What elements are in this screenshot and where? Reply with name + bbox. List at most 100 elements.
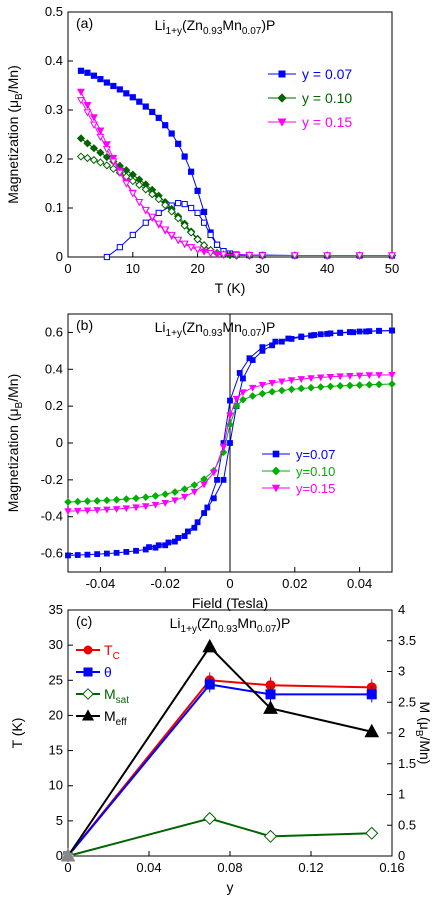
data-point	[168, 130, 175, 137]
data-point	[103, 506, 111, 514]
data-point	[141, 206, 150, 215]
panel-b: -0.04 -0.02 0 0.02 0.04 -0.6 -0.4 -0.2 0 0.2 0.4 0.…	[5, 313, 396, 611]
data-point	[202, 638, 218, 653]
data-point	[180, 485, 189, 493]
legend-label: TC	[104, 642, 120, 662]
data-point	[151, 501, 160, 509]
data-point	[263, 829, 278, 843]
data-point	[122, 495, 131, 503]
legend-marker	[277, 118, 287, 127]
y-tick-label: 15	[49, 743, 63, 758]
data-point	[73, 507, 82, 515]
data-point	[336, 382, 344, 390]
data-point	[190, 481, 199, 489]
data-point	[123, 90, 130, 97]
data-point	[316, 383, 325, 391]
y-tick-label: 20	[49, 707, 63, 722]
data-point	[194, 187, 201, 194]
data-point	[193, 235, 202, 244]
y-tick-label: 0.2	[45, 151, 63, 166]
data-point	[219, 251, 228, 259]
legend: y=0.07 y=0.10 y=0.15	[262, 447, 335, 496]
data-point	[148, 190, 157, 199]
data-point	[141, 493, 150, 502]
data-point	[214, 476, 220, 483]
data-point	[290, 252, 299, 260]
data-point	[226, 412, 234, 420]
data-point	[129, 231, 136, 239]
data-point	[278, 386, 286, 395]
data-point	[93, 497, 101, 505]
data-point	[84, 69, 91, 76]
legend-marker	[82, 688, 94, 700]
data-point	[287, 385, 296, 394]
y-tick-label: 0	[56, 435, 63, 450]
data-point	[350, 329, 357, 336]
series-line	[67, 645, 372, 857]
data-point	[146, 544, 152, 551]
y-axis-label: Magnetization (μB/Mn)	[5, 374, 25, 512]
data-point	[142, 503, 150, 511]
data-point	[129, 94, 136, 101]
x-tick-label: 0	[226, 576, 233, 591]
y-tick-label: 0.2	[45, 398, 63, 413]
data-point	[326, 373, 335, 381]
data-point	[103, 550, 110, 557]
y-tick-label: -0.4	[41, 509, 63, 524]
data-point	[161, 490, 170, 499]
data-point	[207, 231, 214, 239]
data-point	[184, 528, 191, 535]
x-tick-label: 10	[126, 261, 140, 276]
data-point	[151, 492, 160, 500]
data-point	[83, 109, 92, 117]
data-point	[103, 496, 111, 505]
legend-label: Msat	[104, 686, 129, 706]
panel-a: 0 10 20 30 40 50 0 0.1 0.2 0.3 0.4 0.5 T (K) Magnetiz…	[5, 4, 399, 296]
data-point	[375, 372, 383, 379]
chart-title: Li1+y(Zn0.93Mn0.07)P	[170, 615, 291, 635]
data-point	[187, 228, 196, 237]
data-point	[89, 114, 98, 122]
series-y-0-10	[76, 134, 397, 260]
series-y-0-15	[64, 371, 396, 516]
series-line	[67, 683, 372, 857]
data-point	[171, 488, 179, 496]
x-tick-label: 0.02	[282, 576, 307, 591]
data-point	[96, 127, 105, 135]
data-point	[154, 195, 163, 204]
data-point	[246, 355, 253, 362]
data-point	[364, 723, 380, 738]
data-point	[103, 79, 110, 86]
data-point	[365, 380, 374, 389]
data-point	[135, 180, 144, 190]
chart-title: Li1+y(Zn0.93Mn0.07)P	[155, 17, 276, 37]
data-point	[365, 826, 379, 840]
data-point	[193, 246, 202, 254]
data-point	[60, 847, 76, 862]
data-point	[112, 495, 121, 504]
data-point	[324, 331, 331, 337]
series-msat	[61, 811, 379, 863]
data-point	[155, 209, 162, 217]
legend-marker	[277, 93, 287, 103]
x-tick-label: 0.16	[379, 860, 404, 875]
data-point	[200, 208, 208, 216]
data-point	[154, 220, 163, 228]
legend-marker	[83, 645, 93, 655]
data-point	[161, 226, 170, 234]
legend-label: y = 0.15	[302, 114, 352, 130]
x-tick-label: 30	[255, 261, 269, 276]
panel-label: (a)	[76, 15, 93, 31]
data-point	[123, 549, 130, 555]
x-axis-label: y	[227, 879, 234, 895]
legend-label: y = 0.07	[302, 66, 352, 82]
data-point	[298, 333, 305, 340]
data-point	[287, 377, 296, 385]
data-point	[285, 335, 292, 342]
data-point	[122, 180, 131, 188]
data-point	[194, 209, 201, 217]
y-right-tick-label: 0.5	[398, 817, 416, 832]
y-tick-label: 35	[49, 602, 63, 617]
x-tick-label: 0.12	[298, 860, 323, 875]
